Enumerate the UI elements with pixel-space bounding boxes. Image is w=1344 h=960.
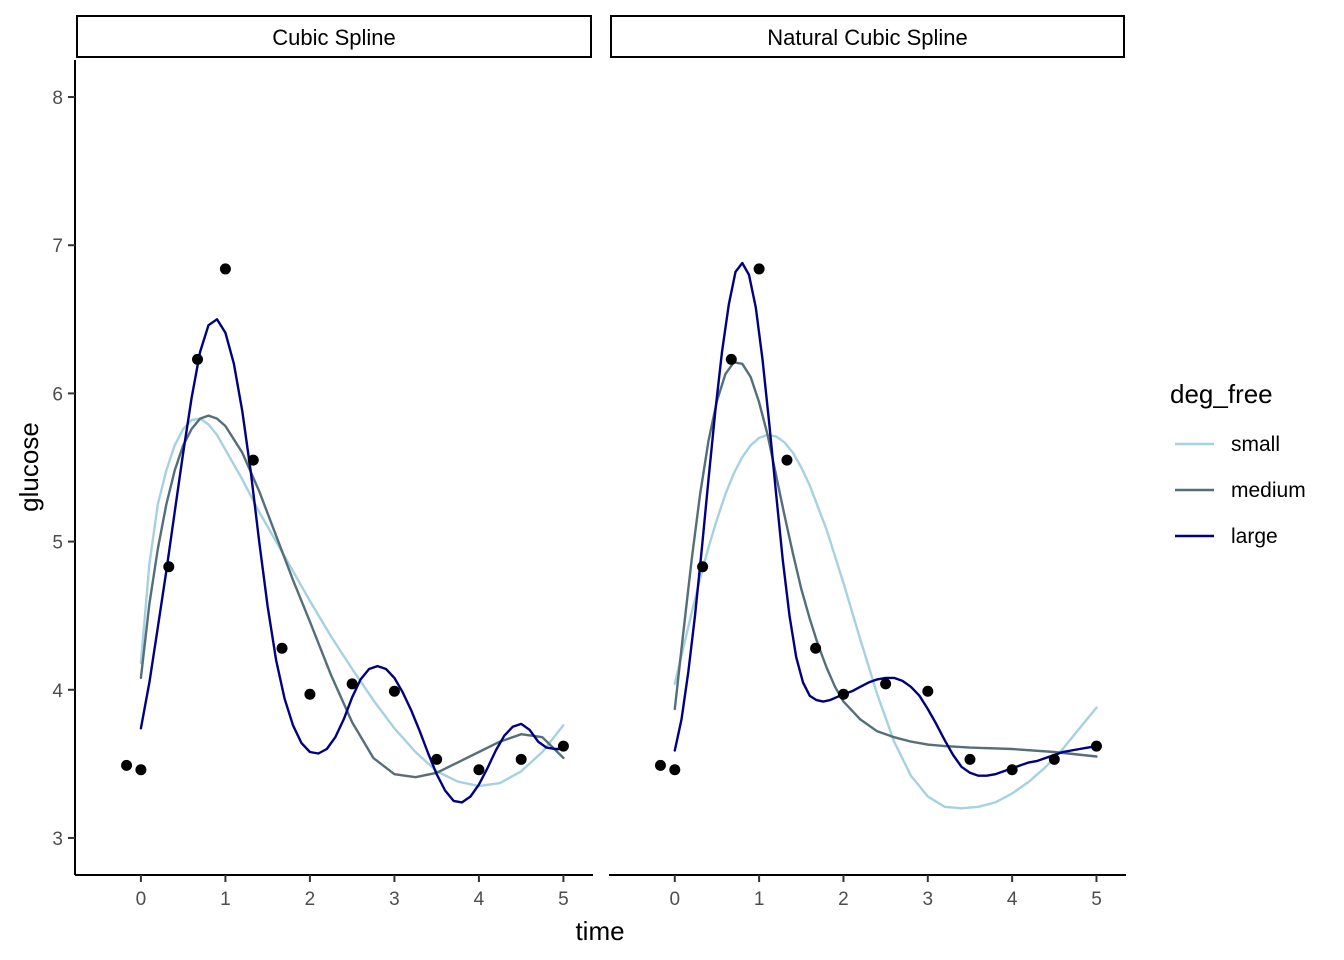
data-point (810, 642, 822, 654)
series-line-medium (139, 414, 565, 779)
x-tick-label: 5 (1091, 889, 1102, 910)
strip-label: Cubic Spline (272, 25, 396, 50)
panel-1: Cubic Spline 3 4 5 6 7 8 0 1 2 3 4 5 (52, 15, 593, 910)
data-point (163, 561, 175, 573)
y-tick-label: 3 (52, 829, 63, 850)
x-tick-label: 0 (136, 889, 147, 910)
data-point (557, 740, 569, 752)
y-tick-label: 6 (52, 384, 63, 405)
data-point (697, 561, 709, 573)
legend-label-medium: medium (1231, 479, 1306, 502)
data-point (473, 764, 485, 776)
panel-2: Natural Cubic Spline 0 1 2 3 4 5 (609, 15, 1126, 910)
data-point (121, 759, 133, 771)
data-point (654, 759, 666, 771)
x-tick-label: 2 (838, 889, 849, 910)
data-point (1006, 764, 1018, 776)
x-tick-label: 4 (1007, 889, 1018, 910)
data-point (837, 688, 849, 700)
strip-box (76, 15, 592, 58)
x-tick-label: 3 (389, 889, 400, 910)
series-line-medium (673, 361, 1098, 758)
strip-label: Natural Cubic Spline (767, 25, 968, 50)
y-axis-title: glucose (14, 422, 44, 512)
data-point (753, 263, 765, 275)
legend-label-small: small (1231, 433, 1280, 456)
legend-title: deg_free (1170, 379, 1273, 409)
data-point (388, 685, 400, 697)
legend-label-large: large (1231, 525, 1278, 548)
data-point (135, 764, 147, 776)
data-point (304, 688, 316, 700)
x-tick-label: 1 (220, 889, 231, 910)
series-line-small (673, 433, 1098, 810)
y-tick-label: 7 (52, 236, 63, 257)
x-tick-label: 2 (305, 889, 316, 910)
x-tick-label: 5 (558, 889, 569, 910)
data-point (880, 678, 892, 690)
series-line-small (139, 417, 565, 788)
data-point (669, 764, 681, 776)
data-point (192, 353, 204, 365)
data-point (247, 454, 259, 466)
y-tick-label: 8 (52, 88, 63, 109)
y-tick-label: 4 (52, 681, 63, 702)
x-tick-label: 1 (754, 889, 765, 910)
data-point (922, 685, 934, 697)
x-axis-title: time (575, 916, 624, 946)
data-point (1090, 740, 1102, 752)
data-point (964, 753, 976, 765)
data-point (725, 353, 737, 365)
series-line-large (673, 261, 1098, 777)
y-tick-label: 5 (52, 533, 63, 554)
data-point (1048, 753, 1060, 765)
legend: deg_free small medium large (1170, 379, 1306, 548)
data-point (431, 753, 443, 765)
x-tick-label: 0 (669, 889, 680, 910)
data-point (219, 263, 231, 275)
strip-box (610, 15, 1125, 58)
data-point (781, 454, 793, 466)
x-tick-label: 3 (923, 889, 934, 910)
data-point (346, 678, 358, 690)
data-point (515, 753, 527, 765)
x-tick-label: 4 (474, 889, 485, 910)
data-point (276, 642, 288, 654)
series-line-large (139, 318, 565, 804)
